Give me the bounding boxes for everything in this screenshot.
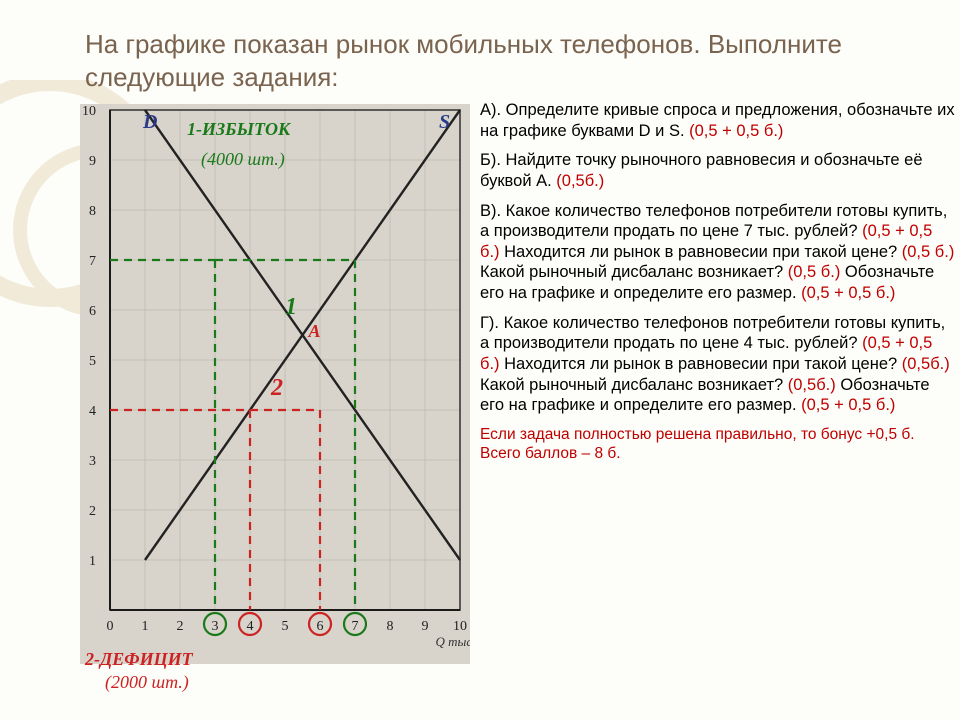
svg-text:4: 4 <box>247 619 254 634</box>
task-d: Г). Какое количество телефонов потребите… <box>480 313 956 416</box>
svg-text:9: 9 <box>422 619 429 634</box>
svg-text:(4000 шт.): (4000 шт.) <box>201 149 285 170</box>
task-c: В). Какое количество телефонов потребите… <box>480 201 956 304</box>
svg-text:4: 4 <box>89 404 96 419</box>
svg-text:3: 3 <box>89 454 96 469</box>
svg-text:6: 6 <box>317 619 324 634</box>
task-c-t2: Находится ли рынок в равновесии при тако… <box>504 243 902 261</box>
task-d-t2: Находится ли рынок в равновесии при тако… <box>504 355 902 373</box>
svg-text:Q тыс шт: Q тыс шт <box>436 634 471 649</box>
task-c-t3: Какой рыночный дисбаланс возникает? <box>480 263 788 281</box>
svg-text:1-ИЗБЫТОК: 1-ИЗБЫТОК <box>187 119 292 139</box>
svg-text:0: 0 <box>107 619 114 634</box>
svg-text:1: 1 <box>285 294 297 320</box>
svg-text:2-ДЕФИЦИТ: 2-ДЕФИЦИТ <box>84 649 194 669</box>
task-b-text: Б). Найдите точку рыночного равновесия и… <box>480 151 923 190</box>
task-d-r4: (0,5 + 0,5 б.) <box>801 396 895 414</box>
task-d-r2: (0,5б.) <box>902 355 950 373</box>
svg-text:8: 8 <box>89 204 96 219</box>
svg-text:2: 2 <box>89 504 96 519</box>
task-b-points: (0,5б.) <box>556 172 604 190</box>
svg-text:(2000 шт.): (2000 шт.) <box>105 672 189 693</box>
task-d-t3: Какой рыночный дисбаланс возникает? <box>480 376 788 394</box>
svg-text:5: 5 <box>89 354 96 369</box>
task-c-r3: (0,5 б.) <box>788 263 845 281</box>
svg-text:10: 10 <box>453 619 467 634</box>
bonus-note: Если задача полностью решена правильно, … <box>480 425 956 464</box>
task-a-points: (0,5 + 0,5 б.) <box>689 122 783 140</box>
task-b: Б). Найдите точку рыночного равновесия и… <box>480 150 956 191</box>
svg-text:1: 1 <box>89 554 96 569</box>
task-c-r2: (0,5 б.) <box>902 243 955 261</box>
svg-text:3: 3 <box>212 619 219 634</box>
svg-text:5: 5 <box>282 619 289 634</box>
supply-demand-chart: 01122334455667788991010Q тыс штADS121-ИЗ… <box>70 102 470 702</box>
svg-text:7: 7 <box>89 254 96 269</box>
svg-text:6: 6 <box>89 304 96 319</box>
svg-text:2: 2 <box>270 375 283 401</box>
svg-text:7: 7 <box>352 619 359 634</box>
svg-text:8: 8 <box>387 619 394 634</box>
task-a: А). Определите кривые спроса и предложен… <box>480 100 956 141</box>
svg-text:D: D <box>142 111 157 133</box>
svg-text:2: 2 <box>177 619 184 634</box>
svg-text:1: 1 <box>142 619 149 634</box>
svg-text:A: A <box>308 321 321 341</box>
svg-text:9: 9 <box>89 154 96 169</box>
svg-text:S: S <box>439 111 450 133</box>
task-c-r4: (0,5 + 0,5 б.) <box>801 284 895 302</box>
svg-text:10: 10 <box>82 104 96 119</box>
page-title: На графике показан рынок мобильных телеф… <box>85 28 940 93</box>
task-list: А). Определите кривые спроса и предложен… <box>480 100 956 473</box>
task-d-r3: (0,5б.) <box>788 376 841 394</box>
